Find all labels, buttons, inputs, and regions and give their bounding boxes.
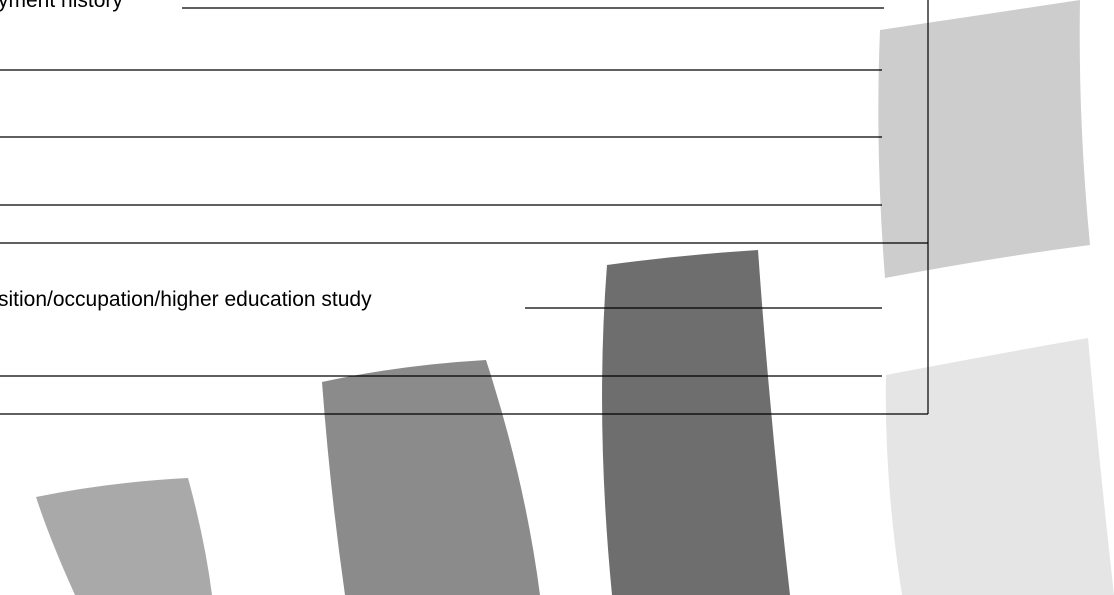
decoration: [36, 0, 1114, 595]
deco-shape: [885, 338, 1114, 595]
deco-shape: [602, 250, 790, 595]
field-label: yment history: [0, 0, 123, 12]
deco-shape: [322, 360, 540, 595]
fill-lines: [0, 7, 884, 377]
form-frame: [0, 0, 929, 415]
deco-shape: [36, 478, 212, 595]
field-label: sition/occupation/higher education study: [0, 288, 372, 311]
deco-shape: [878, 0, 1090, 278]
